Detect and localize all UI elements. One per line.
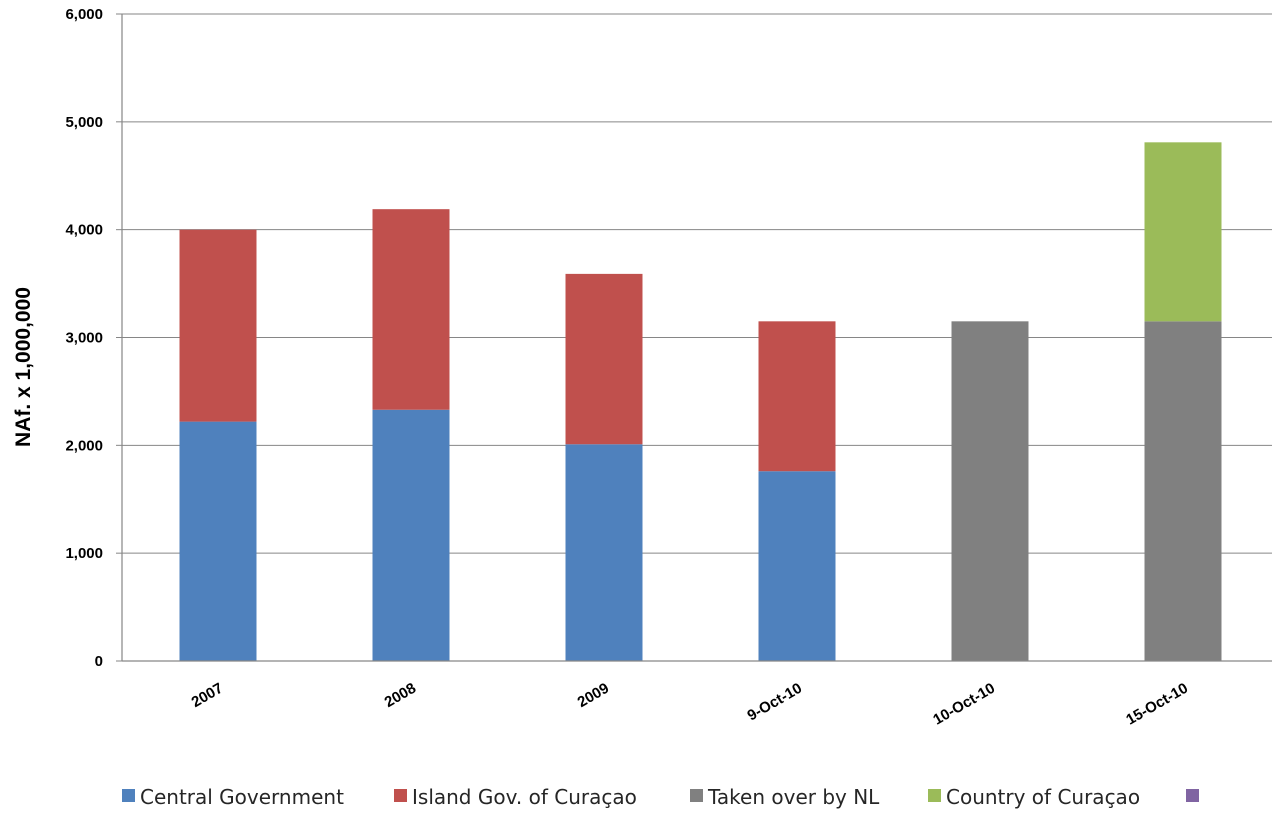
legend-swatch bbox=[928, 789, 941, 802]
x-tick-labels: 2007 2008 2009 9-Oct-10 10-Oct-10 15-Oct-10 bbox=[189, 680, 1191, 729]
bar-segment bbox=[565, 273, 643, 445]
legend-swatch bbox=[122, 789, 135, 802]
bar-segment bbox=[758, 471, 836, 661]
legend-swatch bbox=[690, 789, 703, 802]
legend-label: Central Government bbox=[140, 785, 344, 809]
y-tick-label: 5,000 bbox=[65, 114, 103, 131]
bar-segment bbox=[179, 229, 257, 422]
legend-item: Taken over by NL bbox=[690, 785, 880, 809]
bar-segment bbox=[372, 209, 450, 410]
legend-swatch bbox=[1186, 789, 1199, 802]
bar-segment bbox=[758, 321, 836, 472]
bar-segment bbox=[565, 444, 643, 661]
bar-segment bbox=[1144, 321, 1222, 661]
x-tick-label: 15-Oct-10 bbox=[1123, 680, 1191, 729]
y-axis-label: NAf. x 1,000,000 bbox=[12, 287, 35, 447]
legend-item: Country of Curaçao bbox=[928, 785, 1140, 809]
legend-label: Island Gov. of Curaçao bbox=[412, 785, 637, 809]
y-tick-labels: 0 1,000 2,000 3,000 4,000 5,000 6,000 bbox=[65, 6, 103, 670]
axes bbox=[116, 13, 1272, 662]
legend-item: Island Gov. of Curaçao bbox=[394, 785, 637, 809]
y-tick-label: 1,000 bbox=[65, 545, 103, 562]
bar-segment bbox=[179, 421, 257, 661]
y-tick-label: 6,000 bbox=[65, 6, 103, 23]
legend-item: Central Government bbox=[122, 785, 344, 809]
legend: Central Government Island Gov. of Curaçao… bbox=[122, 785, 1199, 809]
bar-segment bbox=[951, 321, 1029, 661]
x-tick-label: 10-Oct-10 bbox=[930, 680, 998, 729]
legend-item bbox=[1186, 789, 1199, 802]
bar-segment bbox=[1144, 142, 1222, 322]
gridlines bbox=[122, 13, 1272, 554]
x-tick-label: 9-Oct-10 bbox=[745, 680, 805, 725]
legend-swatch bbox=[394, 789, 407, 802]
y-tick-label: 3,000 bbox=[65, 330, 103, 347]
bar-segment bbox=[372, 409, 450, 661]
x-tick-label: 2008 bbox=[382, 680, 419, 711]
legend-label: Taken over by NL bbox=[707, 785, 880, 809]
y-tick-label: 4,000 bbox=[65, 222, 103, 239]
legend-label: Country of Curaçao bbox=[946, 785, 1140, 809]
bars bbox=[179, 142, 1222, 661]
y-tick-label: 2,000 bbox=[65, 437, 103, 454]
y-tick-label: 0 bbox=[95, 653, 103, 670]
x-tick-label: 2009 bbox=[575, 680, 612, 711]
x-tick-label: 2007 bbox=[189, 680, 226, 711]
